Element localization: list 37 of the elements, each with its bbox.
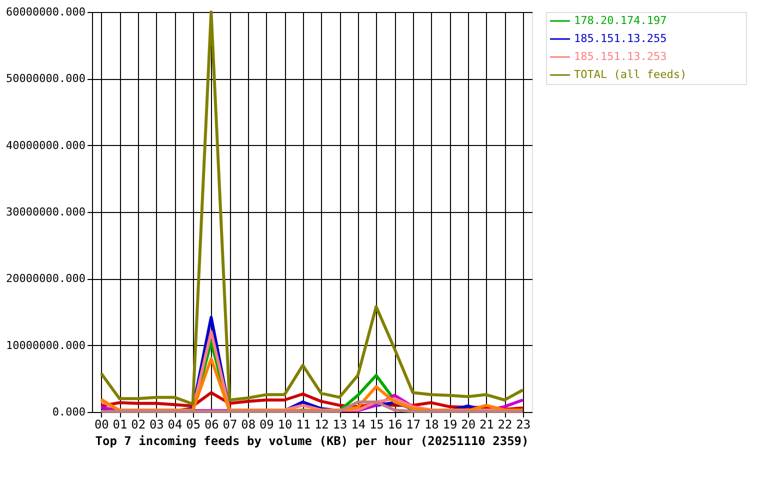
- legend-label: TOTAL (all feeds): [574, 68, 687, 81]
- x-tick-label: 18: [424, 418, 439, 432]
- y-tick-label: 40000000.000: [6, 138, 86, 152]
- y-tick-label: 60000000.000: [6, 6, 86, 18]
- x-tick-label: 09: [259, 418, 274, 432]
- x-tick-label: 12: [314, 418, 329, 432]
- legend-label: 185.151.13.255: [574, 32, 667, 45]
- x-tick-label: 10: [278, 418, 292, 432]
- y-tick-label: 10000000.000: [6, 338, 86, 352]
- line-series: [100, 10, 524, 406]
- y-tick-label: 30000000.000: [6, 206, 86, 218]
- x-tick-label: 23: [516, 418, 531, 432]
- x-tick-label: 03: [149, 418, 164, 432]
- x-tick-label: 21: [479, 418, 494, 432]
- x-tick-label: 13: [332, 418, 348, 432]
- x-tick-label: 17: [406, 418, 421, 432]
- x-tick-label: 06: [204, 418, 219, 432]
- x-tick-label: 08: [241, 418, 256, 432]
- x-tick-label: 14: [351, 418, 366, 432]
- x-tick-label: 05: [186, 418, 201, 432]
- x-tick-label: 16: [388, 418, 402, 432]
- legend-label: 178.20.174.197: [574, 14, 667, 27]
- x-tick-label: 02: [131, 418, 146, 432]
- x-tick-label: 11: [296, 418, 311, 432]
- y-tick-label: 20000000.000: [6, 272, 86, 286]
- x-tick-label: 15: [369, 418, 384, 432]
- x-tick-label: 19: [442, 418, 458, 432]
- legend-label: 185.151.13.253: [574, 50, 667, 63]
- x-tick-label: 04: [168, 418, 182, 432]
- x-tick-label: 00: [94, 418, 109, 432]
- y-tick-label: 0.000: [52, 406, 86, 418]
- x-tick-label: 20: [461, 418, 476, 432]
- x-tick-label: 07: [222, 418, 238, 432]
- x-tick-label: 01: [112, 418, 128, 432]
- y-tick-label: 50000000.000: [6, 72, 86, 86]
- text: Top 7 incoming feeds by volume (KB) per hour (20251110 2359): [95, 434, 529, 448]
- x-tick-label: 22: [498, 418, 512, 432]
